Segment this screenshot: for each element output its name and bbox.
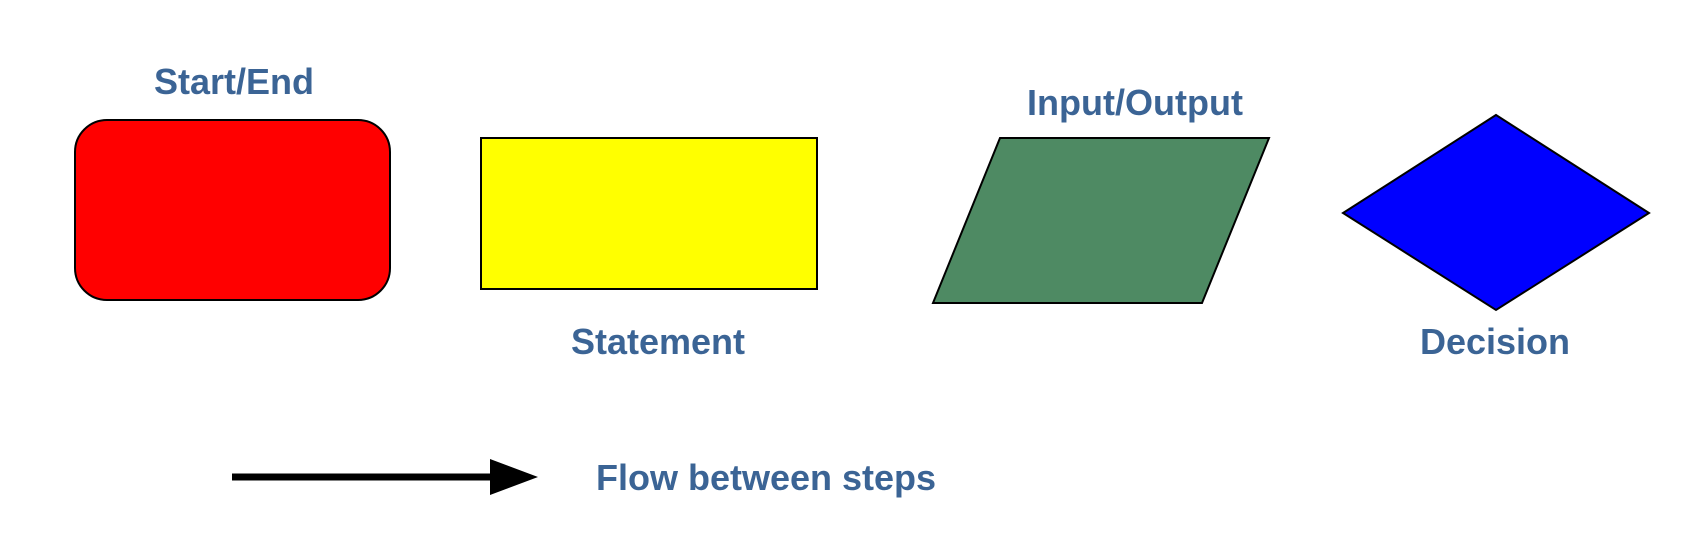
decision-label: Decision <box>1420 321 1570 362</box>
start-end-label: Start/End <box>154 61 314 102</box>
flow-label: Flow between steps <box>596 457 936 498</box>
statement-rectangle <box>480 137 818 290</box>
flow-arrow-head-icon <box>490 459 538 495</box>
start-end-rounded-rectangle <box>74 119 391 301</box>
input-output-symbol-group: Input/Output <box>931 82 1271 304</box>
start-end-symbol-group: Start/End <box>74 61 391 301</box>
input-output-parallelogram <box>931 137 1271 304</box>
decision-symbol-group: Decision <box>1341 113 1651 362</box>
input-output-label: Input/Output <box>1027 82 1243 123</box>
flow-symbol-group: Flow between steps <box>232 457 936 498</box>
statement-label: Statement <box>571 321 745 362</box>
statement-symbol-group: Statement <box>480 137 818 362</box>
decision-diamond <box>1341 113 1651 312</box>
